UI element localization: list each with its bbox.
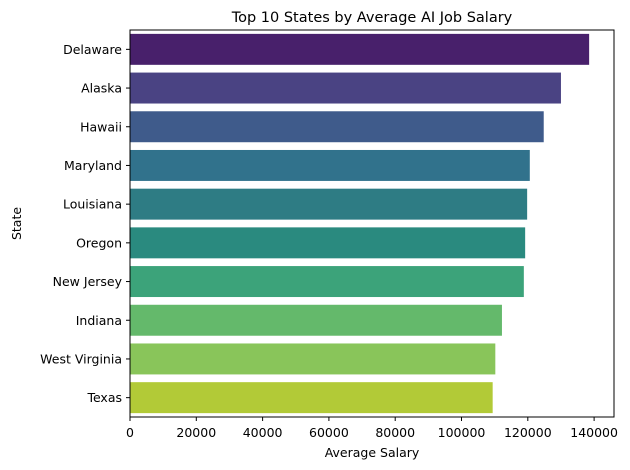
y-tick-label: Oregon (76, 235, 122, 250)
y-axis-title: State (9, 207, 24, 240)
y-tick-label: Alaska (81, 81, 122, 96)
bar-new-jersey (130, 266, 524, 298)
y-tick-label: Texas (86, 390, 122, 405)
y-tick-label: Hawaii (80, 119, 122, 134)
bar-alaska (130, 72, 561, 104)
bar-louisiana (130, 188, 528, 220)
plot-frame (129, 29, 615, 418)
y-tick-label: Louisiana (63, 197, 122, 212)
y-tick-label: Indiana (76, 313, 122, 328)
bars-group (130, 33, 590, 414)
x-ticks-group: 0 20000 40000 60000 80000 100000 120000 140000 (126, 417, 618, 440)
y-tick-label: West Virginia (40, 351, 122, 366)
y-tick-label: Maryland (64, 158, 122, 173)
x-tick-label: 80000 (375, 425, 415, 440)
x-tick-label: 120000 (504, 425, 552, 440)
bar-hawaii (130, 111, 544, 143)
y-tick-label: Delaware (63, 42, 122, 57)
x-tick-label: 100000 (438, 425, 486, 440)
bar-west-virginia (130, 343, 496, 375)
x-tick-label: 140000 (570, 425, 618, 440)
bar-indiana (130, 304, 502, 336)
bar-oregon (130, 227, 526, 259)
x-tick-label: 40000 (243, 425, 283, 440)
y-ticks-group: Delaware Alaska Hawaii Maryland Louisiana Ore… (40, 42, 130, 405)
bar-delaware (130, 33, 590, 65)
chart-title: Top 10 States by Average AI Job Salary (231, 10, 513, 26)
bar-maryland (130, 149, 530, 181)
x-axis-title: Average Salary (325, 445, 420, 460)
bar-texas (130, 382, 493, 414)
x-tick-label: 60000 (309, 425, 349, 440)
y-tick-label: New Jersey (53, 274, 123, 289)
x-tick-label: 0 (126, 425, 134, 440)
x-tick-label: 20000 (176, 425, 216, 440)
